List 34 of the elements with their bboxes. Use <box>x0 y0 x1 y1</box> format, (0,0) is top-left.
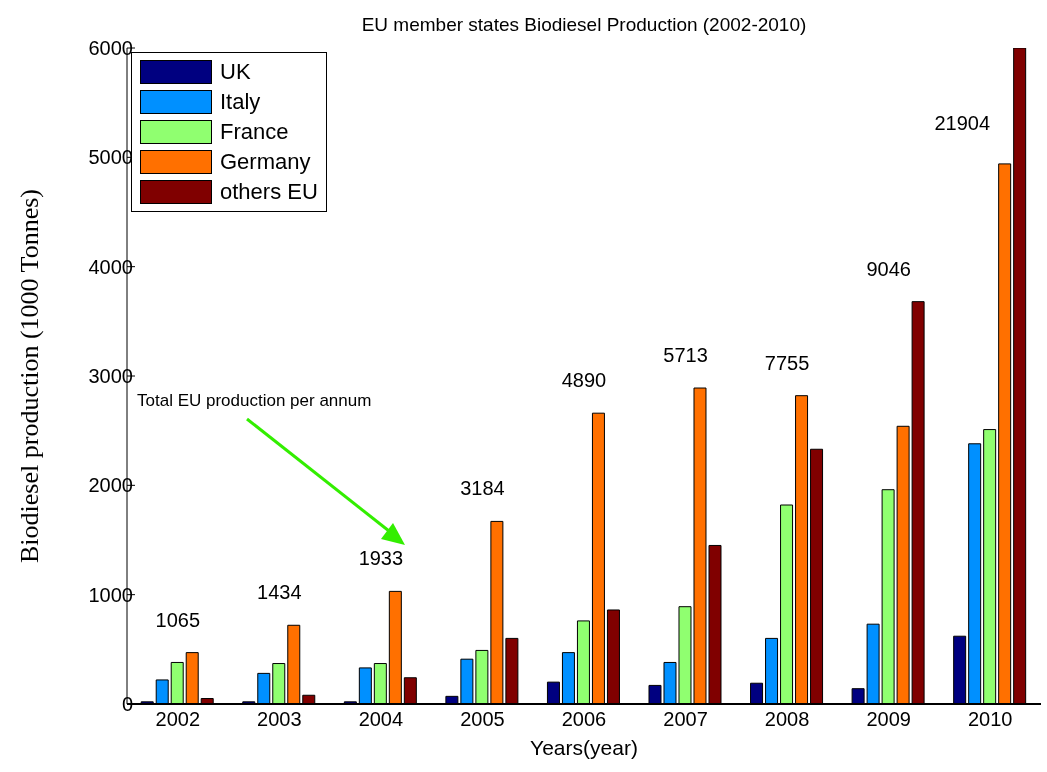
legend-label: Italy <box>220 89 261 115</box>
x-axis-title: Years(year) <box>529 736 639 760</box>
x-tick-label: 2009 <box>866 708 911 731</box>
x-tick-label: 2005 <box>460 708 505 731</box>
annotation: 1065 <box>154 608 201 632</box>
annotation: 4890 <box>560 369 608 393</box>
chart-title: EU member states Biodiesel Production (2002-2010) <box>360 14 808 36</box>
annotation: Total EU production per annum <box>137 391 372 411</box>
x-tick-label: 2006 <box>561 708 607 731</box>
y-tick-label: 0 <box>121 693 133 716</box>
legend-label: Germany <box>220 149 311 175</box>
annotation: 7755 <box>763 351 811 375</box>
annotation: 1434 <box>256 581 303 605</box>
legend-label: UK <box>220 59 251 85</box>
y-tick-label: 4000 <box>88 255 133 278</box>
y-tick-label: 6000 <box>88 37 133 60</box>
x-tick-label: 2010 <box>967 708 1013 731</box>
y-tick-label: 3000 <box>88 365 133 388</box>
x-tick-label: 2007 <box>663 708 708 731</box>
y-tick-label: 2000 <box>88 474 133 497</box>
y-tick-label: 1000 <box>88 583 133 606</box>
legend-label: France <box>220 119 289 145</box>
annotation: 21904 <box>933 111 992 135</box>
annotation: 5713 <box>662 344 709 368</box>
y-tick-label: 5000 <box>88 146 133 169</box>
x-tick-label: 2003 <box>257 708 302 731</box>
y-axis-title: Biodiesel production (1000 Tonnes) <box>15 189 45 563</box>
x-tick-label: 2002 <box>155 708 201 731</box>
annotation: 1933 <box>357 547 405 571</box>
x-tick-label: 2004 <box>358 708 404 731</box>
annotation: 3184 <box>459 477 506 501</box>
x-tick-label: 2008 <box>764 708 810 731</box>
legend-label: others EU <box>220 179 318 205</box>
annotation: 9046 <box>865 257 912 281</box>
